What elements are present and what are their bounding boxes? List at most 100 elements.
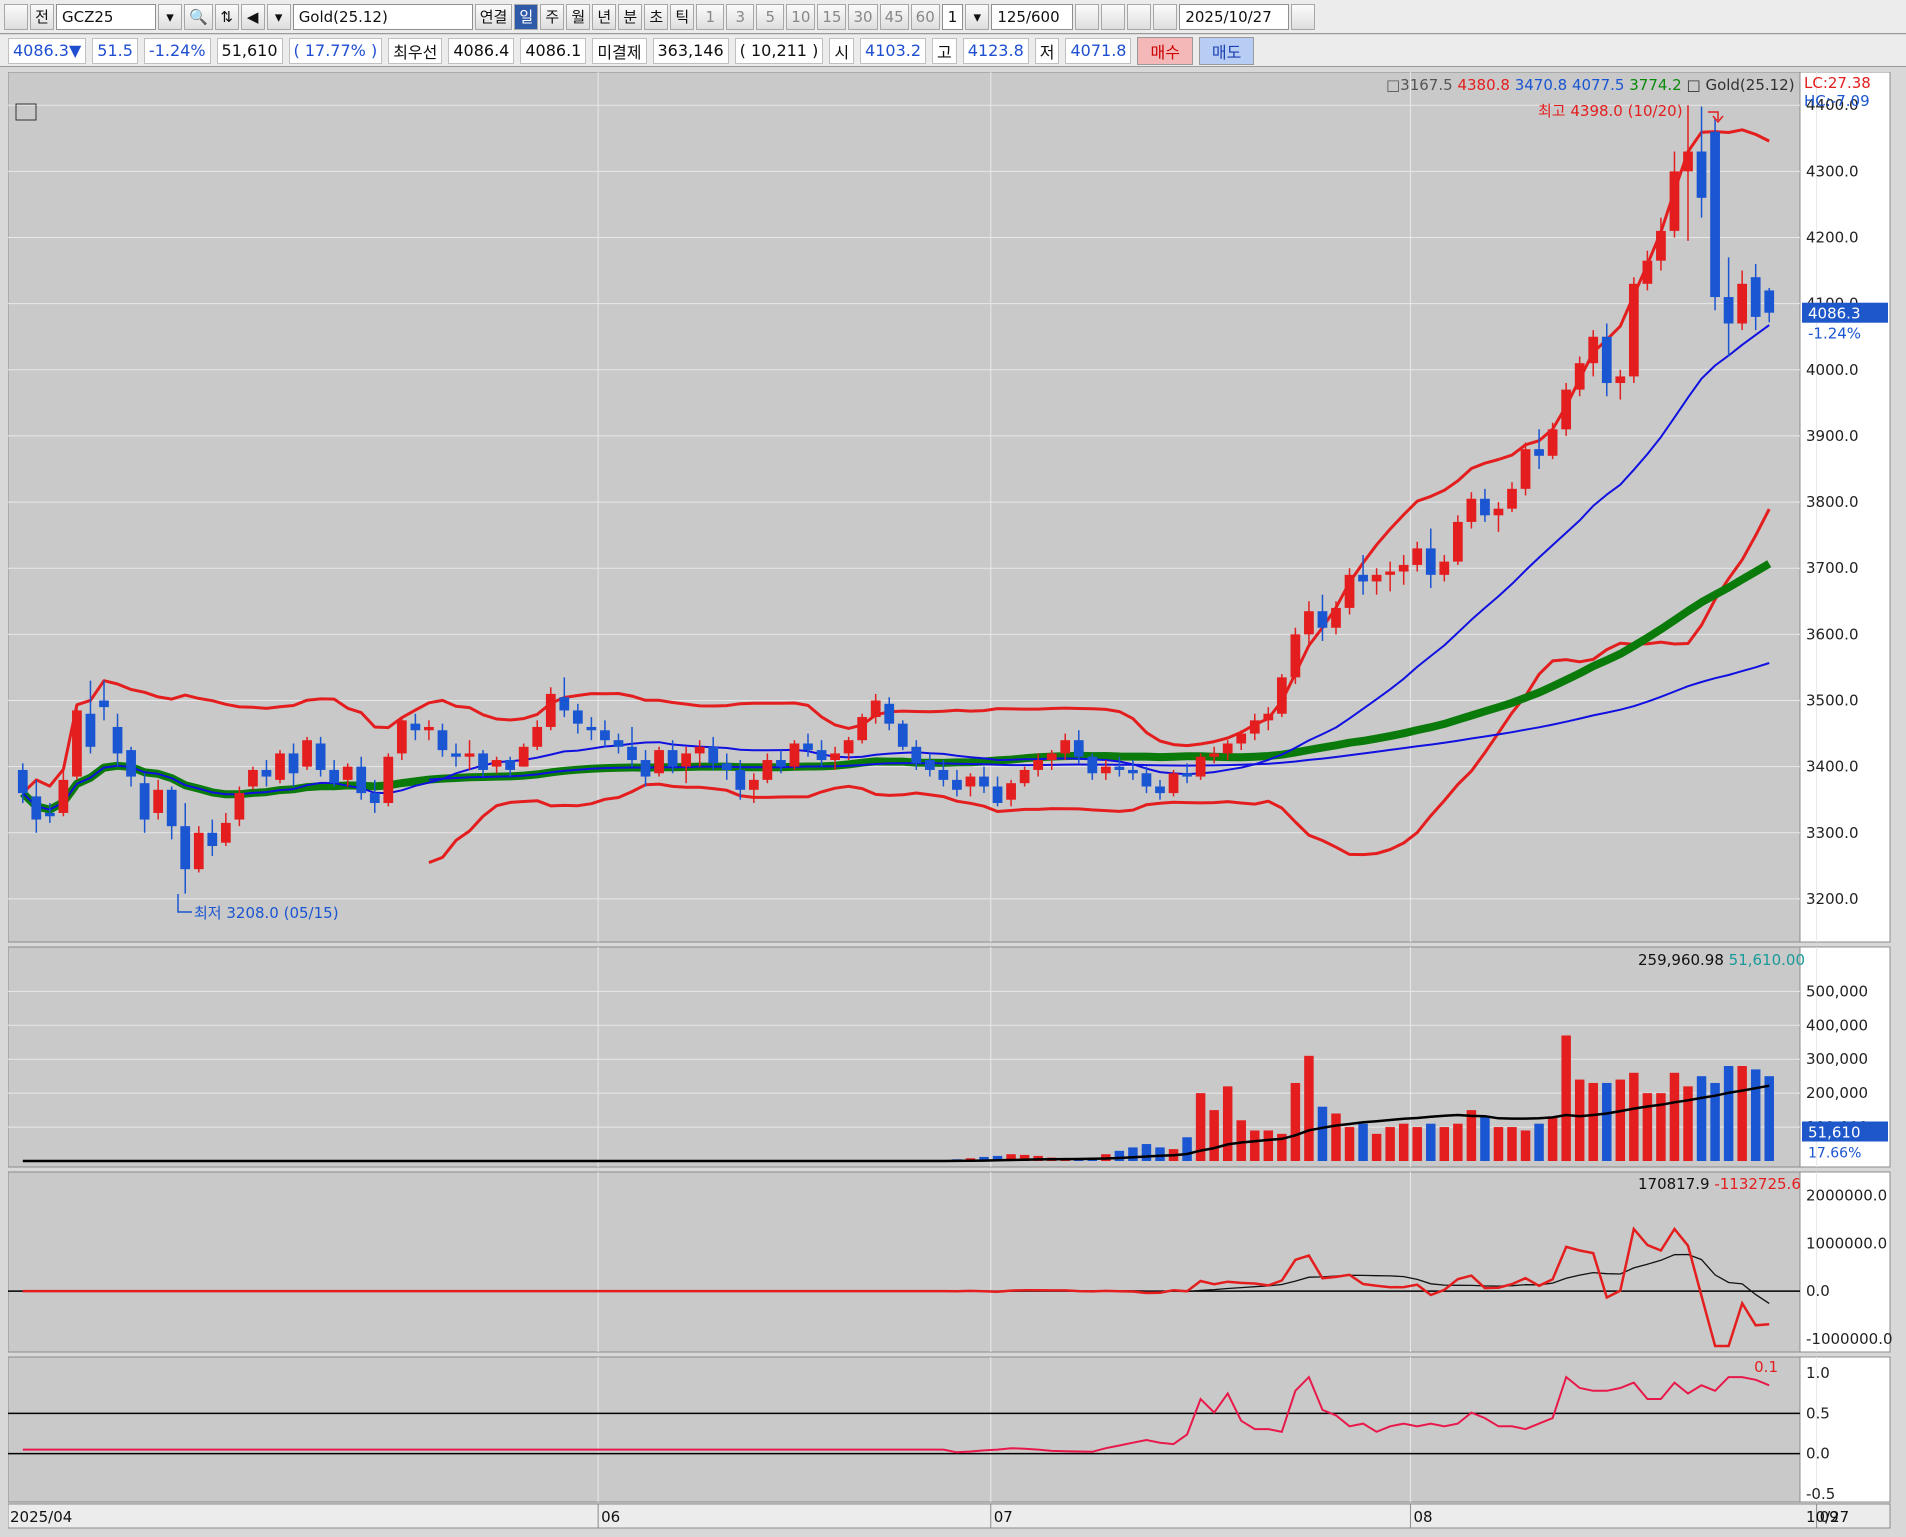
candle-body[interactable] [884, 703, 895, 724]
volume-bar[interactable] [1358, 1123, 1368, 1161]
price-pane[interactable] [7, 71, 1801, 943]
candle-body[interactable] [748, 779, 759, 790]
tab-minute[interactable]: 분 [618, 3, 643, 30]
candle-body[interactable] [1249, 720, 1260, 734]
candle-body[interactable] [1480, 498, 1490, 516]
candle-body[interactable] [153, 789, 164, 813]
candle-body[interactable] [1656, 230, 1666, 261]
candle-body[interactable] [1304, 611, 1314, 635]
search-icon[interactable]: 🔍 [184, 3, 213, 30]
volume-bar[interactable] [1155, 1147, 1165, 1161]
candle-body[interactable] [776, 760, 786, 767]
candle-body[interactable] [518, 746, 529, 767]
candle-body[interactable] [85, 713, 96, 747]
candle-body[interactable] [1236, 733, 1247, 744]
candle-body[interactable] [762, 760, 773, 780]
volume-bar[interactable] [1304, 1055, 1314, 1161]
volume-bar[interactable] [1439, 1127, 1450, 1161]
candle-body[interactable] [383, 756, 394, 804]
volume-bar[interactable] [1195, 1093, 1206, 1161]
candle-body[interactable] [1073, 740, 1084, 757]
candle-body[interactable] [356, 766, 367, 794]
candle-body[interactable] [437, 730, 448, 751]
unit-dropdown-icon[interactable]: ▾ [965, 3, 990, 30]
candle-body[interactable] [1764, 290, 1775, 313]
candle-body[interactable] [410, 723, 421, 731]
candle-body[interactable] [99, 700, 109, 708]
symbol-input[interactable]: GCZ25 [56, 3, 156, 30]
volume-bar[interactable] [1696, 1076, 1707, 1161]
candle-body[interactable] [1696, 151, 1707, 198]
candle-body[interactable] [789, 743, 800, 767]
sound-dropdown-icon[interactable]: ▾ [266, 3, 291, 30]
candle-body[interactable] [870, 700, 881, 718]
volume-bar[interactable] [1493, 1127, 1504, 1161]
candle-body[interactable] [640, 760, 651, 777]
candle-body[interactable] [1209, 753, 1220, 757]
candle-body[interactable] [1425, 548, 1436, 575]
candle-body[interactable] [1128, 769, 1138, 774]
volume-bar[interactable] [1398, 1123, 1409, 1161]
volume-bar[interactable] [1250, 1130, 1260, 1161]
candle-body[interactable] [1222, 743, 1233, 754]
volume-bar[interactable] [1737, 1066, 1747, 1161]
candle-body[interactable] [1574, 363, 1585, 390]
candle-body[interactable] [1628, 283, 1639, 377]
candle-body[interactable] [1750, 277, 1761, 317]
candle-body[interactable] [180, 826, 191, 870]
candle-body[interactable] [1385, 571, 1396, 575]
interval-45[interactable]: 45 [879, 3, 909, 30]
candle-body[interactable] [1710, 131, 1720, 298]
candle-body[interactable] [139, 783, 150, 820]
candle-body[interactable] [681, 753, 692, 767]
volume-bar[interactable] [1344, 1127, 1355, 1161]
candle-body[interactable] [843, 740, 854, 754]
tab-month[interactable]: 월 [566, 3, 591, 30]
volume-bar[interactable] [1534, 1123, 1544, 1161]
candle-body[interactable] [193, 832, 204, 870]
candle-body[interactable] [72, 710, 82, 777]
candle-body[interactable] [1046, 753, 1057, 761]
tab-day[interactable]: 일 [514, 3, 539, 30]
candle-body[interactable] [1466, 498, 1477, 522]
volume-bar[interactable] [1561, 1035, 1571, 1161]
candle-body[interactable] [572, 710, 583, 724]
candle-body[interactable] [1452, 521, 1463, 562]
candle-body[interactable] [1141, 773, 1152, 787]
interval-30[interactable]: 30 [848, 3, 878, 30]
volume-bar[interactable] [1019, 1154, 1030, 1161]
candle-body[interactable] [1168, 773, 1179, 794]
candle-body[interactable] [532, 726, 543, 747]
candle-body[interactable] [1331, 607, 1341, 628]
candle-body[interactable] [1290, 634, 1301, 678]
candle-body[interactable] [1358, 574, 1368, 582]
candle-body[interactable] [302, 740, 312, 767]
candle-body[interactable] [17, 769, 28, 794]
candle-body[interactable] [1019, 769, 1030, 784]
candle-body[interactable] [478, 753, 488, 770]
candle-body[interactable] [220, 822, 231, 843]
volume-bar[interactable] [1331, 1113, 1341, 1162]
candle-body[interactable] [1114, 766, 1125, 770]
volume-bar[interactable] [1385, 1127, 1395, 1161]
candle-body[interactable] [1060, 740, 1071, 754]
buy-button[interactable]: 매수 [1137, 36, 1193, 65]
volume-bar[interactable] [1290, 1082, 1301, 1161]
candle-body[interactable] [938, 769, 949, 780]
candle-body[interactable] [451, 753, 461, 757]
interval-3[interactable]: 3 [726, 3, 755, 30]
candle-body[interactable] [1588, 336, 1599, 364]
candle-body[interactable] [830, 753, 840, 761]
candle-body[interactable] [1507, 488, 1517, 509]
tab-week[interactable]: 주 [540, 3, 565, 30]
candle-body[interactable] [491, 760, 502, 767]
volume-bar[interactable] [1317, 1106, 1328, 1161]
compare-icon[interactable]: ⇅ [214, 3, 239, 30]
volume-bar[interactable] [1750, 1069, 1761, 1161]
volume-bar[interactable] [1710, 1082, 1720, 1161]
candle-body[interactable] [1398, 564, 1409, 572]
candle-body[interactable] [1263, 713, 1274, 721]
candle-body[interactable] [275, 753, 285, 780]
candle-body[interactable] [559, 697, 570, 711]
volume-bar[interactable] [1723, 1066, 1734, 1161]
